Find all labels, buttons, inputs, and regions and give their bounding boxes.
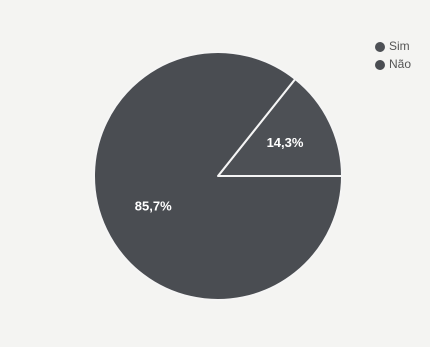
legend-swatch-nao [375,60,385,70]
pie-slices [93,51,343,301]
slice-label-sim: 14,3% [267,135,304,150]
pie-slice-labels: 14,3% 85,7% [135,135,304,214]
legend: Sim Não [375,39,411,71]
legend-label-nao: Não [389,57,411,71]
legend-label-sim: Sim [389,39,410,53]
pie-slice-sim [217,77,343,177]
pie-slice-nao [93,51,343,301]
slice-label-nao: 85,7% [135,199,172,214]
legend-swatch-sim [375,42,385,52]
